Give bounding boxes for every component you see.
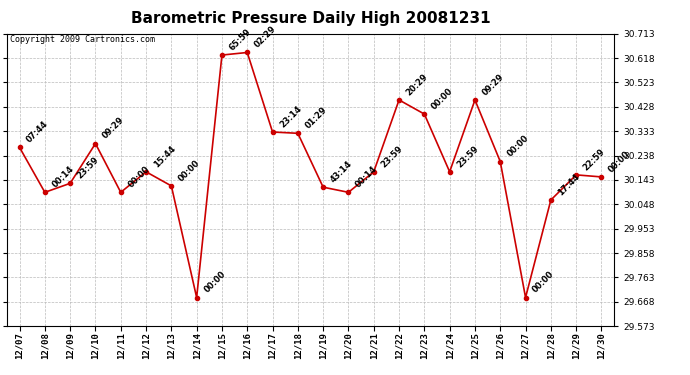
Text: 17:44: 17:44 <box>556 172 582 197</box>
Text: 20:29: 20:29 <box>404 72 430 97</box>
Text: 00:00: 00:00 <box>531 270 556 295</box>
Text: 65:59: 65:59 <box>228 27 253 52</box>
Text: 00:00: 00:00 <box>126 165 151 189</box>
Text: 00:14: 00:14 <box>50 164 76 189</box>
Text: 23:59: 23:59 <box>76 155 101 180</box>
Text: 00:00: 00:00 <box>506 134 531 159</box>
Text: 07:44: 07:44 <box>25 120 50 145</box>
Text: 23:59: 23:59 <box>455 144 480 169</box>
Text: 09:29: 09:29 <box>101 116 126 141</box>
Text: 22:59: 22:59 <box>582 147 607 172</box>
Text: 01:29: 01:29 <box>304 105 328 130</box>
Text: 02:29: 02:29 <box>253 24 278 50</box>
Text: Copyright 2009 Cartronics.com: Copyright 2009 Cartronics.com <box>10 35 155 44</box>
Text: 15:44: 15:44 <box>152 144 177 169</box>
Text: 43:14: 43:14 <box>328 159 354 184</box>
Text: 00:00: 00:00 <box>430 86 455 111</box>
Text: 00:00: 00:00 <box>607 149 632 174</box>
Text: 09:29: 09:29 <box>480 72 506 97</box>
Text: 00:14: 00:14 <box>354 164 380 189</box>
Text: 23:59: 23:59 <box>380 144 404 169</box>
Text: 23:14: 23:14 <box>278 104 304 129</box>
Text: Barometric Pressure Daily High 20081231: Barometric Pressure Daily High 20081231 <box>130 11 491 26</box>
Text: 00:00: 00:00 <box>177 158 202 183</box>
Text: 00:00: 00:00 <box>202 270 227 295</box>
